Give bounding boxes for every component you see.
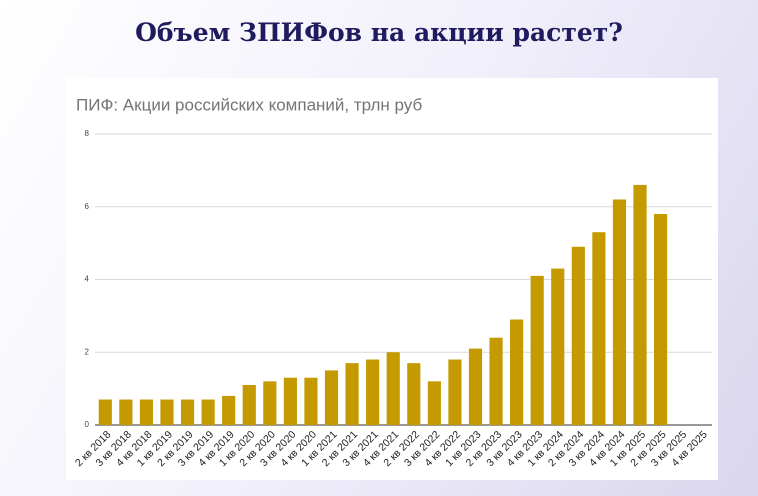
- bar: [98, 399, 112, 425]
- bar: [119, 399, 133, 425]
- bar: [654, 214, 668, 425]
- bar: [407, 363, 421, 425]
- y-tick-label: 2: [85, 347, 90, 356]
- bar: [366, 359, 380, 425]
- bar: [468, 348, 483, 425]
- y-tick-label: 0: [85, 420, 90, 429]
- bar: [633, 184, 647, 425]
- bar: [510, 319, 524, 425]
- bar: [283, 377, 297, 425]
- bar: [345, 363, 359, 425]
- bar: [530, 275, 544, 425]
- slide-heading: Объем ЗПИФов на акции растет?: [135, 18, 623, 47]
- bar: [551, 268, 565, 425]
- bar: [242, 384, 256, 425]
- bar: [201, 399, 215, 425]
- bar: [427, 381, 441, 425]
- y-tick-label: 6: [85, 202, 90, 211]
- bar: [324, 370, 339, 425]
- bar: [222, 395, 236, 425]
- bar: [571, 246, 585, 425]
- chart-title: ПИФ: Акции российских компаний, трлн руб: [76, 95, 422, 114]
- bar: [612, 199, 627, 425]
- bar: [304, 377, 318, 425]
- bar: [263, 381, 277, 425]
- bar: [592, 232, 606, 425]
- bar: [489, 337, 503, 425]
- bar: [386, 352, 400, 425]
- y-tick-label: 8: [85, 129, 90, 138]
- bar: [180, 399, 195, 425]
- bar: [448, 359, 462, 425]
- bar: [160, 399, 174, 425]
- bar: [139, 399, 153, 425]
- y-tick-label: 4: [85, 275, 90, 284]
